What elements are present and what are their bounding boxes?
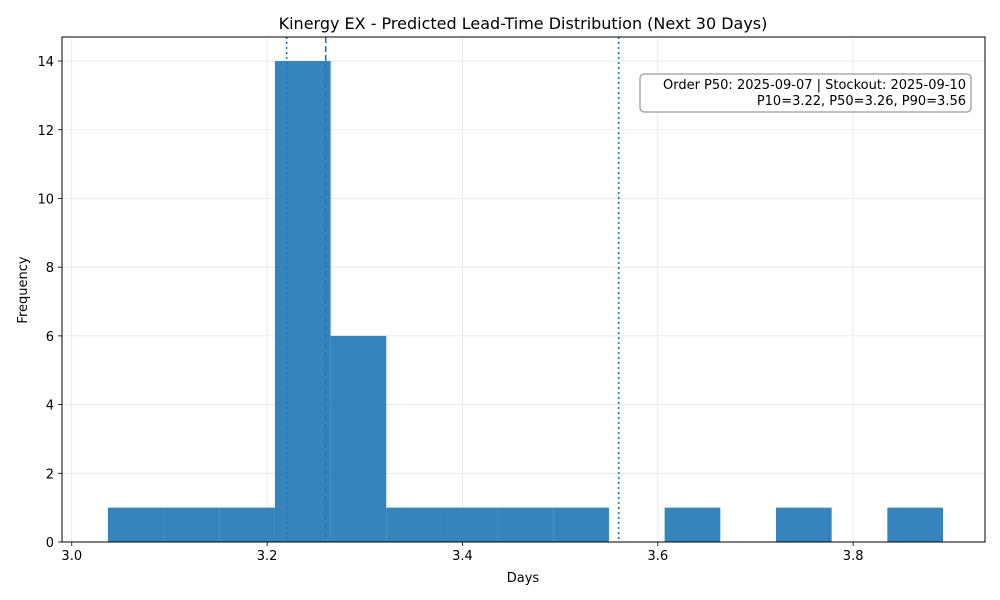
histogram-bar	[386, 507, 442, 542]
x-axis-label: Days	[507, 571, 540, 586]
annotation-box: Order P50: 2025-09-07 | Stockout: 2025-0…	[639, 73, 972, 113]
histogram-bar	[441, 507, 498, 542]
y-tick-label: 14	[37, 55, 54, 70]
histogram-bars	[107, 61, 944, 543]
y-tick-label: 8	[46, 261, 54, 276]
plot-frame	[61, 36, 986, 543]
x-tick-label: 3.6	[647, 549, 668, 564]
histogram-bar	[107, 507, 164, 542]
y-axis-label: Frequency	[16, 256, 31, 323]
x-tick-label: 3.4	[452, 549, 473, 564]
y-tick-label: 10	[37, 192, 54, 207]
x-tick-label: 3.0	[61, 549, 82, 564]
x-tick-label: 3.2	[257, 549, 278, 564]
reference-lines	[285, 37, 620, 542]
chart-title: Kinergy EX - Predicted Lead-Time Distrib…	[279, 14, 768, 33]
histogram-bar	[219, 507, 275, 542]
y-tick-label: 2	[46, 467, 54, 482]
histogram-bar	[274, 61, 331, 543]
annotation-line-2: P10=3.22, P50=3.26, P90=3.56	[757, 94, 966, 109]
y-tick-label: 0	[46, 536, 54, 551]
y-tick-label: 12	[37, 124, 54, 139]
histogram-bar	[887, 507, 944, 542]
histogram-bar	[553, 507, 609, 542]
histogram-bar	[330, 335, 387, 542]
y-axis-ticks: 0 2 4 6 8 10 12 14	[37, 55, 62, 551]
annotation-frame	[639, 73, 972, 113]
histogram-bar	[664, 507, 721, 542]
grid-lines	[62, 37, 985, 543]
histogram-bar	[775, 507, 832, 542]
annotation-line-1: Order P50: 2025-09-07 | Stockout: 2025-0…	[663, 78, 966, 93]
y-tick-label: 6	[46, 330, 54, 345]
y-tick-label: 4	[46, 399, 54, 414]
histogram-bar	[163, 507, 220, 542]
x-tick-label: 3.8	[843, 549, 864, 564]
histogram-bar	[497, 507, 554, 542]
x-axis-ticks: 3.0 3.2 3.4 3.6 3.8	[61, 542, 863, 564]
